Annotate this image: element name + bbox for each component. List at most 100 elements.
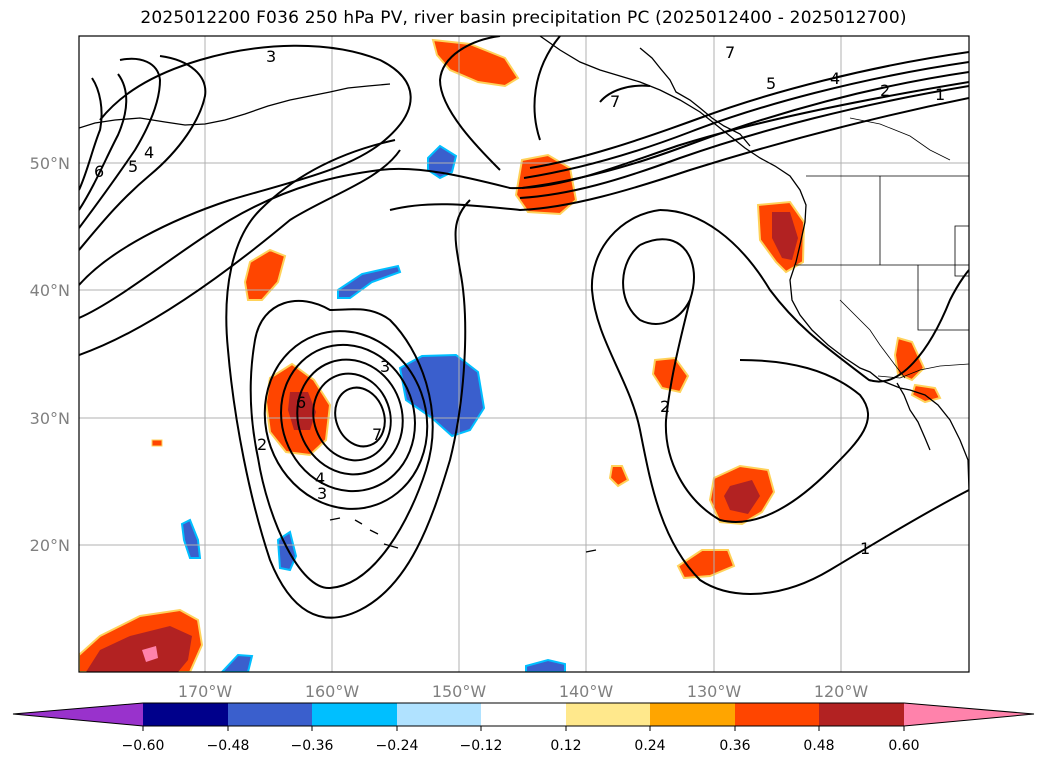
lon-label: 140°W: [559, 682, 614, 701]
pv-contour-1: [590, 209, 969, 595]
contour-label: 5: [128, 157, 138, 176]
pv-contour-7: [79, 77, 103, 191]
pv-contour-4: [280, 343, 416, 493]
precip-negative-patch: [525, 658, 566, 672]
contour-label: 3: [380, 357, 390, 376]
precip-negative-patch: [220, 653, 254, 672]
lon-label: 120°W: [814, 682, 869, 701]
contour-label: 2: [880, 81, 890, 100]
contour-label: 6: [94, 162, 104, 181]
precip-negative-patch: [180, 518, 202, 559]
colorbar-extend-max: [904, 703, 1034, 726]
pv-contour-5: [296, 358, 404, 476]
pv-contour-2: [249, 299, 434, 590]
map-frame: [78, 35, 970, 673]
precip-negative-patch: [337, 264, 402, 299]
colorbar-segment: [312, 703, 397, 726]
lat-label: 50°N: [30, 154, 70, 173]
precip-positive-core: [86, 626, 192, 672]
contour-label: 1: [860, 539, 870, 558]
pv-contour-4: [79, 55, 207, 251]
pv-contours: [79, 36, 969, 619]
colorbar-segment: [566, 703, 650, 726]
lat-label: 20°N: [30, 536, 70, 555]
colorbar-tick-label: −0.12: [460, 738, 503, 754]
pv-contour-6: [79, 73, 128, 211]
pv-contour-7: [334, 386, 386, 448]
political-borders: [796, 117, 969, 379]
precip-negative-patch: [276, 530, 298, 572]
colorbar-segment: [650, 703, 735, 726]
pv-contour-5: [79, 57, 162, 229]
pv-contour-2: [79, 149, 401, 356]
contour-label: 7: [610, 92, 620, 111]
precip-positive-patch: [608, 465, 630, 488]
pv-contour-3: [519, 85, 969, 199]
latitude-labels: 50°N 40°N 30°N 20°N: [30, 154, 70, 555]
precip-positive-core: [288, 392, 316, 430]
colorbar-tick-label: −0.48: [207, 738, 250, 754]
lon-label: 150°W: [432, 682, 487, 701]
lat-label: 40°N: [30, 281, 70, 300]
precip-positive-patch: [431, 38, 520, 88]
longitude-labels: 170°W 160°W 150°W 140°W 130°W 120°W: [178, 682, 869, 701]
pv-contour-3: [79, 44, 412, 286]
lon-label: 130°W: [687, 682, 742, 701]
colorbar-segment: [819, 703, 904, 726]
pv-contour-7: [438, 36, 501, 171]
pv-contour-2: [622, 238, 695, 325]
pv-contour-1: [225, 139, 471, 619]
contour-label: 4: [315, 469, 325, 488]
pv-contour-6: [312, 372, 392, 462]
colorbar-tick-label: 0.60: [888, 738, 919, 754]
gridlines: [79, 36, 969, 672]
contour-label: 2: [257, 435, 267, 454]
colorbar-extend-min: [13, 703, 143, 726]
pv-contour-6: [529, 51, 969, 169]
colorbar: −0.60 −0.48 −0.36 −0.24 −0.12 0.12 0.24 …: [12, 702, 1035, 754]
pv-contour-6: [599, 84, 651, 103]
contour-label: 7: [372, 425, 382, 444]
precip-positive-patch: [893, 336, 926, 382]
contour-label: 5: [766, 74, 776, 93]
coastlines: [79, 36, 969, 553]
precip-positive-core: [724, 480, 760, 514]
contour-label: 4: [830, 69, 840, 88]
contour-label: 3: [266, 47, 276, 66]
precip-positive-patch: [651, 356, 690, 394]
colorbar-tick-label: 0.24: [634, 738, 665, 754]
precip-positive-peak: [142, 646, 158, 662]
colorbar-segment: [735, 703, 819, 726]
pv-contour-5: [523, 61, 969, 179]
precip-positive-core: [772, 212, 798, 260]
colorbar-tick-marks: [142, 726, 905, 731]
contour-label: 2: [660, 397, 670, 416]
pv-contour-4: [521, 71, 969, 189]
lat-label: 30°N: [30, 409, 70, 428]
contour-label: 4: [144, 143, 154, 162]
precip-positive-patch: [243, 248, 287, 301]
colorbar-segment: [143, 703, 228, 726]
precip-negative-patch: [398, 353, 486, 438]
pv-contour-3: [263, 330, 429, 510]
colorbar-segment: [397, 703, 481, 726]
map-body: 3 6 5 4 5 4 2 1 7 7 6 3 7 4 3 2 2 1: [79, 36, 969, 672]
contour-labels: 3 6 5 4 5 4 2 1 7 7 6 3 7 4 3 2 2 1: [94, 43, 945, 558]
contour-label: 7: [725, 43, 735, 62]
pv-contour-6: [533, 36, 561, 141]
colorbar-tick-label: −0.60: [122, 738, 165, 754]
pv-contour-2: [664, 299, 870, 523]
colorbar-segment: [228, 703, 312, 726]
pv-contour-1: [79, 81, 969, 319]
contour-label: 6: [296, 393, 306, 412]
colorbar-tick-label: −0.24: [376, 738, 419, 754]
colorbar-tick-label: −0.36: [291, 738, 334, 754]
map-title: 2025012200 F036 250 hPa PV, river basin …: [140, 8, 907, 28]
precip-positive-patch: [151, 439, 163, 447]
lon-label: 170°W: [178, 682, 233, 701]
colorbar-tick-label: 0.12: [550, 738, 581, 754]
colorbar-tick-label: 0.36: [719, 738, 750, 754]
contour-label: 1: [935, 85, 945, 104]
colorbar-tick-label: 0.48: [803, 738, 834, 754]
